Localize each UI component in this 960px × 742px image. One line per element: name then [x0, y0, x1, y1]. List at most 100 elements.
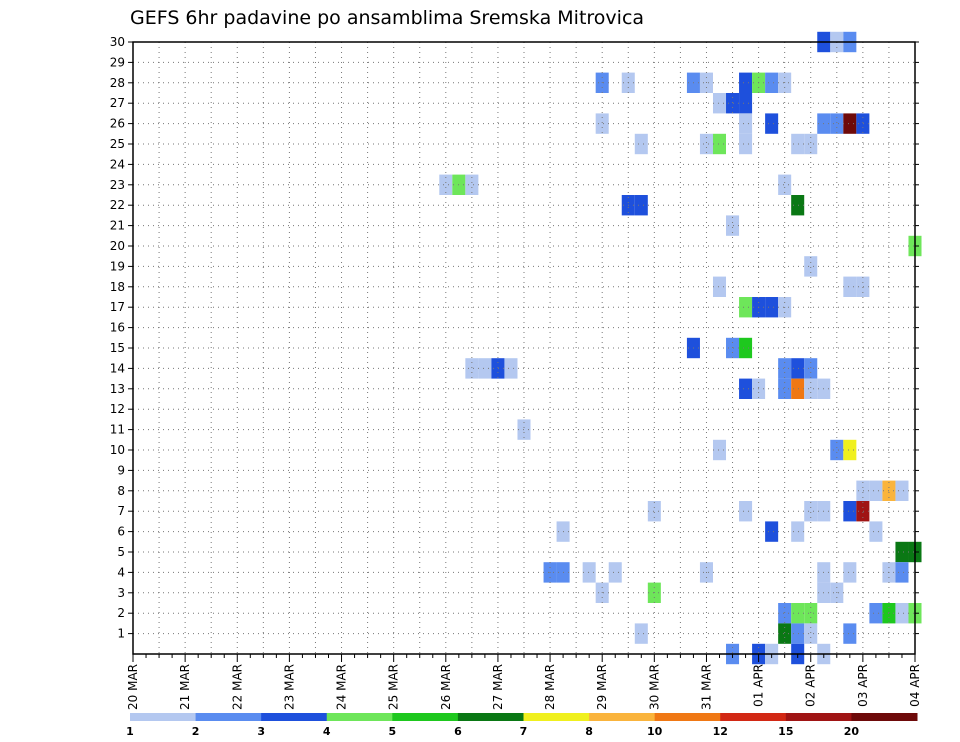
colorbar-swatch — [130, 713, 197, 721]
ensemble-cell — [778, 378, 792, 399]
colorbar-label: 20 — [844, 725, 860, 738]
colorbar-swatch — [720, 713, 787, 721]
ensemble-cell — [634, 195, 648, 216]
y-tick-label: 19 — [110, 259, 125, 273]
ensemble-cell — [791, 521, 805, 542]
ensemble-cell — [830, 113, 844, 134]
ensemble-cell — [504, 358, 518, 379]
colorbar-swatch — [326, 713, 393, 721]
ensemble-cell — [804, 256, 818, 277]
y-tick-label: 14 — [110, 361, 125, 375]
ensemble-cell — [830, 439, 844, 461]
ensemble-cell — [804, 358, 818, 379]
ensemble-cell — [712, 93, 727, 114]
ensemble-cell — [778, 623, 792, 644]
y-tick-label: 15 — [110, 341, 125, 355]
ensemble-cell — [739, 133, 753, 155]
ensemble-cell — [608, 562, 622, 583]
ensemble-cell — [739, 93, 753, 114]
ensemble-cell — [778, 174, 792, 195]
colorbar-label: 1 — [126, 725, 134, 738]
ensemble-cell — [791, 603, 805, 624]
colorbar-swatch — [457, 713, 524, 721]
ensemble-cell — [843, 562, 857, 583]
colorbar-label: 6 — [454, 725, 462, 738]
x-tick-label: 21 MAR — [178, 664, 192, 710]
ensemble-cell — [465, 358, 479, 379]
ensemble-cell — [778, 603, 792, 624]
y-tick-label: 17 — [110, 300, 125, 314]
ensemble-cell — [765, 113, 779, 134]
y-tick-label: 3 — [117, 586, 125, 600]
ensemble-cell — [739, 501, 753, 522]
y-tick-label: 23 — [110, 178, 125, 192]
ensemble-cell — [804, 133, 818, 155]
ensemble-cell — [582, 562, 596, 583]
ensemble-cell — [739, 113, 753, 134]
ensemble-cell — [439, 174, 453, 195]
ensemble-cell — [856, 501, 870, 522]
colorbar-swatch — [523, 713, 590, 721]
x-tick-label: 25 MAR — [387, 664, 401, 710]
ensemble-cell — [739, 297, 753, 318]
ensemble-cell — [712, 133, 727, 155]
colorbar-label: 2 — [192, 725, 200, 738]
x-tick-label: 01 APR — [752, 664, 766, 707]
axes-layer: 1234567891011121314151617181920212223242… — [110, 35, 922, 710]
y-tick-label: 29 — [110, 55, 125, 69]
y-tick-label: 20 — [110, 239, 125, 253]
x-tick-label: 26 MAR — [439, 664, 453, 710]
ensemble-cell — [869, 480, 883, 501]
colorbar-label: 8 — [585, 725, 593, 738]
ensemble-cell — [869, 603, 883, 624]
y-tick-label: 11 — [110, 423, 125, 437]
y-tick-label: 16 — [110, 321, 125, 335]
colorbar-label: 3 — [257, 725, 265, 738]
y-tick-label: 8 — [117, 484, 125, 498]
ensemble-cell — [804, 623, 818, 644]
ensemble-cell — [895, 480, 909, 501]
ensemble-cell — [791, 195, 805, 216]
ensemble-cell — [791, 378, 805, 399]
x-tick-label: 28 MAR — [543, 664, 557, 710]
colorbar-swatch — [785, 713, 852, 721]
ensemble-cell — [595, 113, 609, 134]
ensemble-cell — [712, 276, 727, 297]
x-tick-label: 22 MAR — [230, 664, 244, 710]
ensemble-cell — [843, 113, 857, 134]
grid-layer — [133, 42, 915, 654]
ensemble-cell — [739, 72, 753, 93]
ensemble-cell — [804, 378, 818, 399]
ensemble-cell — [478, 358, 492, 379]
ensemble-cell — [765, 297, 779, 318]
chart-title: GEFS 6hr padavine po ansamblima Sremska … — [130, 7, 644, 29]
ensemble-cell — [843, 276, 857, 297]
colorbar-swatch — [851, 713, 918, 721]
ensemble-cell — [765, 72, 779, 93]
ensemble-cell — [804, 501, 818, 522]
y-tick-label: 22 — [110, 198, 125, 212]
x-tick-label: 29 MAR — [595, 664, 609, 710]
y-tick-label: 10 — [110, 443, 125, 457]
colorbar-swatch — [392, 713, 459, 721]
y-tick-label: 18 — [110, 280, 125, 294]
colorbar-swatch — [261, 713, 328, 721]
colorbar-swatch — [654, 713, 721, 721]
ensemble-cell — [491, 358, 505, 379]
ensemble-cell — [712, 439, 727, 461]
ensemble-cell — [699, 133, 713, 155]
y-tick-label: 26 — [110, 117, 125, 131]
x-tick-label: 03 APR — [856, 664, 870, 707]
ensemble-cell — [856, 276, 870, 297]
x-tick-label: 31 MAR — [699, 664, 713, 710]
colorbar-label: 12 — [713, 725, 728, 738]
ensemble-cell — [739, 378, 753, 399]
ensemble-cell — [843, 439, 857, 461]
y-tick-label: 24 — [110, 157, 125, 171]
ensemble-cell — [856, 480, 870, 501]
ensemble-cell — [791, 133, 805, 155]
y-tick-label: 7 — [117, 504, 125, 518]
ensemble-cell — [791, 623, 805, 644]
